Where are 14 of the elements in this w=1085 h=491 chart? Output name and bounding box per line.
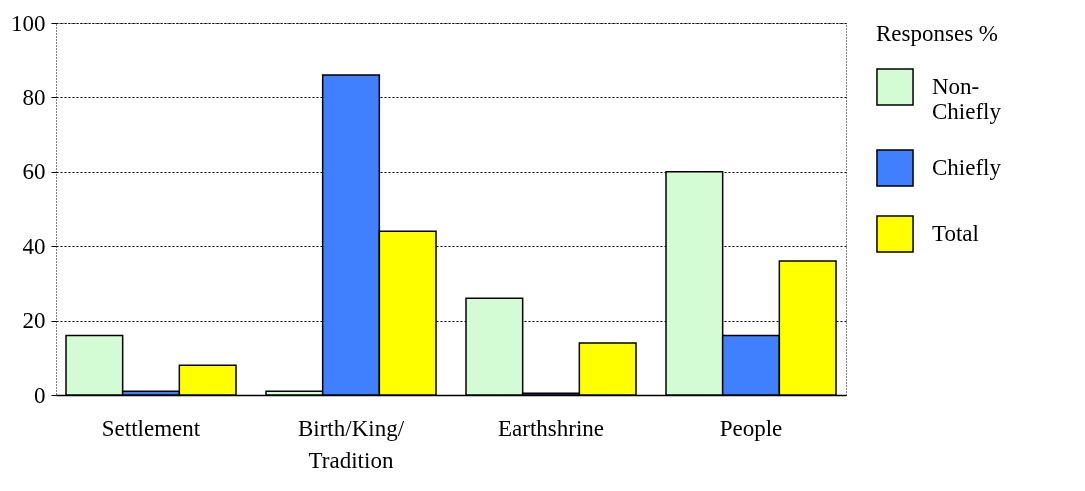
y-tick-label: 100 [11,10,46,36]
y-tick-label: 80 [22,84,46,110]
legend-label: Total [932,221,979,246]
legend-label: Chiefly [932,155,1002,180]
y-tick-label: 40 [22,233,46,259]
y-tick-label: 60 [22,159,46,185]
legend-title: Responses % [876,21,999,46]
legend-label: Non-Chiefly [932,74,1002,124]
y-tick-label: 20 [22,308,46,334]
x-tick-label: Settlement [101,415,201,441]
y-tick-label: 0 [34,382,46,408]
x-tick-label: People [719,415,783,441]
x-tick-label: Birth/King/Tradition [297,415,405,473]
x-tick-label: Earthshrine [497,415,605,441]
